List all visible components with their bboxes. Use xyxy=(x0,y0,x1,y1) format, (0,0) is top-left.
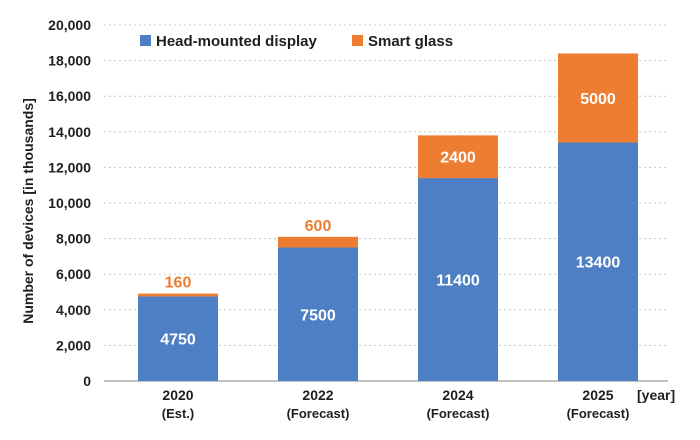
y-tick-label: 10,000 xyxy=(48,195,91,211)
y-tick-label: 20,000 xyxy=(48,17,91,33)
data-label: 600 xyxy=(305,218,332,235)
y-tick-label: 18,000 xyxy=(48,53,91,69)
data-label: 11400 xyxy=(436,273,480,290)
bar-head-mounted-display-2020 xyxy=(138,296,218,381)
data-labels: 4750 160 7500 600 11400 2400 13400 5000 xyxy=(160,91,620,349)
bar-smart-glass-2024 xyxy=(418,135,498,179)
y-tick-label: 6,000 xyxy=(56,266,91,282)
y-axis-title: Number of devices [in thousands] xyxy=(20,98,36,324)
data-label: 7500 xyxy=(300,307,336,324)
x-axis-unit: [year] xyxy=(637,387,675,403)
y-tick-label: 4,000 xyxy=(56,302,91,318)
axes: 0 2,000 4,000 6,000 8,000 10,000 12,000 14,000 1… xyxy=(20,17,675,421)
bar-smart-glass-2022 xyxy=(278,236,358,248)
bar-head-mounted-display-2022 xyxy=(278,247,358,381)
bar-smart-glass-2025 xyxy=(558,53,638,143)
x-tick-sublabel: (Est.) xyxy=(162,406,195,421)
data-label: 4750 xyxy=(160,332,196,349)
x-tick-sublabel: (Forecast) xyxy=(287,406,350,421)
y-tick-label: 2,000 xyxy=(56,337,91,353)
legend: Head-mounted display Smart glass xyxy=(140,33,453,50)
legend-label: Head-mounted display xyxy=(156,33,318,50)
bars xyxy=(138,53,638,381)
y-tick-label: 12,000 xyxy=(48,159,91,175)
bar-head-mounted-display-2025 xyxy=(558,142,638,381)
bar-head-mounted-display-2024 xyxy=(418,178,498,381)
data-label: 13400 xyxy=(576,255,621,272)
legend-label: Smart glass xyxy=(368,33,453,50)
y-tick-label: 14,000 xyxy=(48,124,91,140)
bar-smart-glass-2020 xyxy=(138,293,218,297)
data-label: 2400 xyxy=(440,150,476,167)
x-tick-label: 2025 xyxy=(582,387,613,403)
y-tick-label: 0 xyxy=(83,373,91,389)
data-label: 5000 xyxy=(580,91,616,108)
x-tick-sublabel: (Forecast) xyxy=(567,406,630,421)
y-tick-label: 8,000 xyxy=(56,231,91,247)
y-tick-label: 16,000 xyxy=(48,88,91,104)
x-tick-sublabel: (Forecast) xyxy=(427,406,490,421)
legend-swatch xyxy=(352,35,363,46)
x-tick-label: 2022 xyxy=(302,387,333,403)
legend-swatch xyxy=(140,35,151,46)
x-tick-label: 2024 xyxy=(442,387,473,403)
data-label: 160 xyxy=(165,275,192,292)
x-tick-label: 2020 xyxy=(162,387,193,403)
